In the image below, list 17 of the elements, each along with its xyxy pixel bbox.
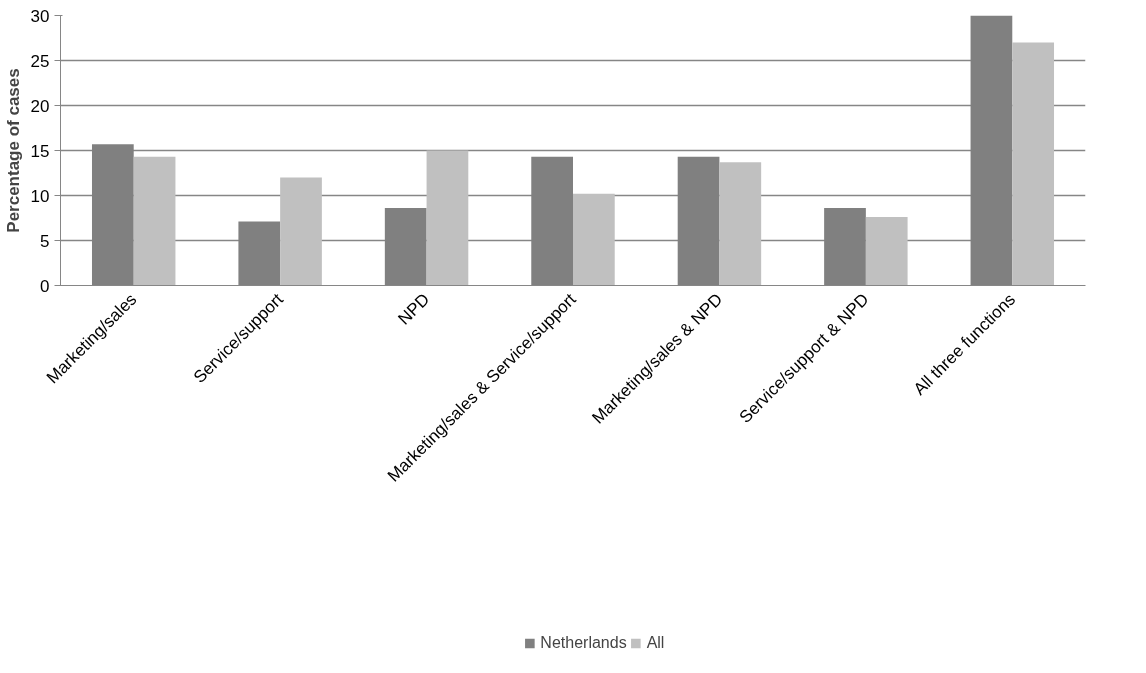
bar <box>133 156 176 286</box>
legend-label: All <box>646 634 666 652</box>
legend-label: Netherlands <box>540 634 627 652</box>
bar <box>573 193 615 286</box>
bar <box>1012 42 1055 286</box>
y-axis-title: Percentage of cases <box>3 68 23 233</box>
y-tick-label: 0 <box>40 276 50 296</box>
y-tick-label: 10 <box>30 186 50 206</box>
y-tick-label: 15 <box>30 141 50 161</box>
bar <box>280 177 322 286</box>
y-tick-label: 30 <box>30 6 50 26</box>
bar <box>719 162 762 286</box>
y-tick-label: 25 <box>30 51 50 71</box>
bar <box>426 150 469 286</box>
y-tick-label: 20 <box>30 96 50 116</box>
bar <box>865 217 908 286</box>
y-tick-label: 5 <box>40 231 50 251</box>
